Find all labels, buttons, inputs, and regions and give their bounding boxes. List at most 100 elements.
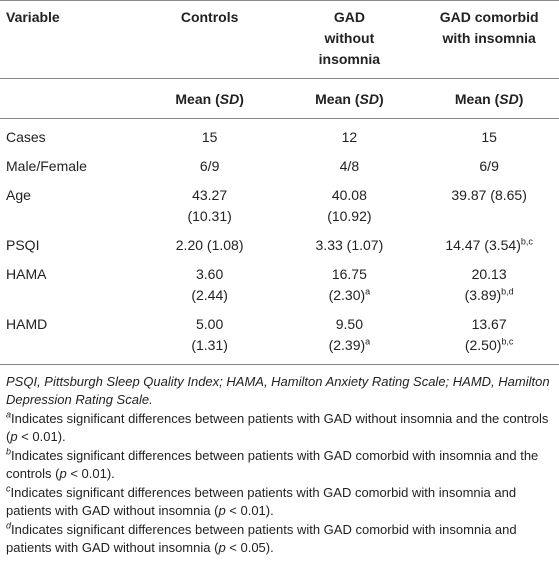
cell-text: 9.50 — [335, 316, 363, 332]
value-cell: 2.20 (1.08) — [140, 231, 280, 260]
value-cell: 13.67 (2.50)b,c — [419, 310, 559, 365]
footnote: cIndicates significant differences betwe… — [6, 484, 555, 520]
variable-cell: HAMD — [0, 310, 140, 365]
header-row: Variable Controls GAD without insomnia GAD co… — [0, 1, 559, 79]
header-text: GAD comorbid — [439, 9, 539, 25]
cell-text: 12 — [341, 129, 358, 145]
footnote: dIndicates significant differences betwe… — [6, 521, 555, 557]
footnote-text: Indicates significant differences betwee… — [6, 411, 549, 444]
cell-text: 2.20 (1.08) — [175, 237, 244, 253]
value-cell: 9.50 (2.39)a — [279, 310, 420, 365]
footnote-mark: b — [6, 446, 12, 457]
table-body: Cases 15 12 15 Male/Female 6/9 4/8 6/9 Age 43.27 (… — [0, 119, 559, 365]
header-cell — [0, 78, 140, 119]
variable-cell: PSQI — [0, 231, 140, 260]
footnote-text: < 0.01). — [225, 503, 274, 518]
cell-text: (2.30) — [328, 287, 366, 303]
footnote: bIndicates significant differences betwe… — [6, 447, 555, 483]
superscript: a — [365, 286, 371, 297]
cell-text: 16.75 — [331, 266, 367, 282]
subheader-text: ) — [378, 91, 384, 107]
footnotes: PSQI, Pittsburgh Sleep Quality Index; HA… — [0, 365, 559, 557]
footnote-text: < 0.05). — [225, 540, 274, 555]
header-cell: Variable — [0, 1, 140, 79]
cell-text: 15 — [481, 129, 497, 145]
subheader-text: Mean ( — [454, 91, 500, 107]
subheader-cell: Mean (SD) — [279, 78, 420, 119]
variable-name: HAMA — [6, 266, 47, 282]
value-cell: 4/8 — [280, 152, 420, 181]
abbreviations: PSQI, Pittsburgh Sleep Quality Index; HA… — [6, 373, 555, 409]
table-row: Age 43.27 (10.31) 40.08 (10.92) 39.87 (8.65) — [0, 181, 559, 231]
value-cell: 16.75 (2.30)a — [280, 260, 420, 310]
table-row: Cases 15 12 15 — [0, 119, 559, 153]
superscript: a — [365, 336, 371, 347]
footnote-text: p — [218, 503, 226, 518]
cell-text: (1.31) — [191, 337, 228, 353]
cell-text: 15 — [201, 129, 218, 145]
abbreviation-text: PSQI, Pittsburgh Sleep Quality Index; HA… — [6, 374, 550, 407]
cell-text: 6/9 — [479, 158, 499, 174]
variable-cell: HAMA — [0, 260, 140, 310]
variable-cell: Age — [0, 181, 140, 231]
cell-text: 6/9 — [199, 158, 220, 174]
subheader-text: Mean ( — [315, 91, 360, 107]
subheader-text: Mean ( — [175, 91, 220, 107]
value-cell: 43.27 (10.31) — [140, 181, 280, 231]
superscript: b,c — [501, 336, 514, 347]
footnote-text: Indicates significant differences betwee… — [6, 448, 539, 481]
cell-text: (10.31) — [187, 208, 232, 224]
header-cell: Controls — [140, 1, 280, 79]
cell-text: (10.92) — [327, 208, 372, 224]
header-cell: GAD without insomnia — [280, 1, 420, 79]
value-cell: 3.60 (2.44) — [140, 260, 280, 310]
footnote-text: p — [218, 540, 226, 555]
value-cell: 6/9 — [419, 152, 559, 181]
cell-text: 39.87 (8.65) — [451, 187, 527, 203]
value-cell: 3.33 (1.07) — [280, 231, 420, 260]
table-row: Male/Female 6/9 4/8 6/9 — [0, 152, 559, 181]
footnote-text: Indicates significant differences betwee… — [6, 485, 517, 518]
cell-text: 43.27 — [192, 187, 228, 203]
footnote-text: Indicates significant differences betwee… — [6, 522, 517, 555]
subheader-text: SD — [219, 91, 240, 107]
table-row: HAMD 5.00 (1.31) 9.50 (2.39)a 13.67 (2.50)b,c — [0, 310, 559, 365]
header-text: without — [324, 30, 375, 46]
variable-name: HAMD — [6, 316, 48, 332]
header-text: insomnia — [318, 51, 381, 67]
footnote-mark: a — [6, 409, 12, 420]
cell-text: 5.00 — [196, 316, 224, 332]
subheader-cell: Mean (SD) — [419, 78, 559, 119]
variable-cell: Male/Female — [0, 152, 140, 181]
cell-text: 13.67 — [471, 316, 507, 332]
table-row: HAMA 3.60 (2.44) 16.75 (2.30)a 20.13 (3.89)b,d — [0, 260, 559, 310]
footnote: aIndicates significant differences betwe… — [6, 410, 555, 446]
value-cell: 15 — [140, 119, 280, 153]
data-table: Variable Controls GAD without insomnia GAD co… — [0, 0, 559, 365]
subheader-text: ) — [239, 91, 244, 107]
value-cell: 20.13 (3.89)b,d — [419, 260, 559, 310]
header-text: Controls — [180, 9, 239, 25]
cell-text: (2.39) — [328, 337, 366, 353]
value-cell: 6/9 — [140, 152, 280, 181]
header-text: Variable — [6, 9, 60, 25]
cell-text: (3.89) — [464, 287, 502, 303]
variable-name: Cases — [6, 129, 46, 145]
table-head: Variable Controls GAD without insomnia GAD co… — [0, 1, 559, 119]
footnote-text: < 0.01). — [66, 466, 115, 481]
value-cell: 15 — [419, 119, 559, 153]
header-text: GAD — [333, 9, 365, 25]
value-cell: 40.08 (10.92) — [280, 181, 420, 231]
variable-name: PSQI — [6, 237, 40, 253]
cell-text: 3.33 (1.07) — [315, 237, 384, 253]
cell-text: 40.08 — [331, 187, 367, 203]
footnote-text: p — [10, 429, 18, 444]
variable-name: Male/Female — [6, 158, 87, 174]
cell-text: (2.44) — [191, 287, 228, 303]
variable-cell: Cases — [0, 119, 140, 153]
cell-text: 14.47 (3.54) — [445, 237, 521, 253]
footnote-mark: d — [6, 520, 12, 531]
cell-text: 20.13 — [471, 266, 507, 282]
subheader-cell: Mean (SD) — [139, 78, 280, 119]
subheader-text: SD — [499, 91, 519, 107]
